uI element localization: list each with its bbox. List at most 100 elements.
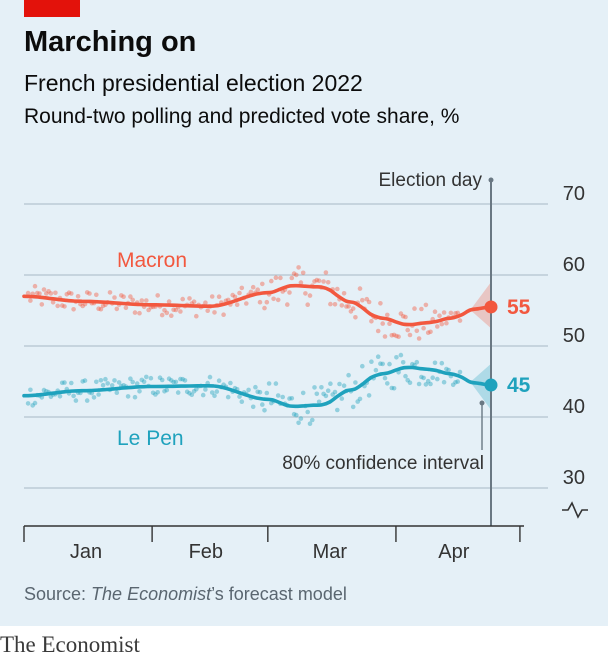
macron-poll-dot — [162, 308, 167, 313]
macron-poll-dot — [346, 304, 351, 309]
x-tick-label-apr: Apr — [438, 541, 469, 563]
macron-poll-dot — [321, 279, 326, 284]
macron-poll-dot — [444, 320, 449, 326]
lepen-poll-dot — [155, 390, 160, 395]
confidence-intervals — [470, 282, 491, 410]
lepen-poll-dot — [91, 395, 97, 400]
macron-poll-dot — [414, 328, 420, 334]
lepen-poll-dot — [109, 383, 115, 388]
lepen-poll-dot — [273, 381, 279, 386]
macron-poll-dot — [291, 271, 297, 276]
lepen-poll-dot — [25, 401, 31, 406]
lepen-poll-dot — [184, 389, 190, 395]
macron-poll-dot — [419, 306, 424, 312]
lepen-poll-dot — [291, 411, 297, 417]
macron-poll-dot — [305, 302, 311, 308]
lepen-poll-dot — [141, 379, 147, 385]
lepen-poll-dot — [375, 354, 381, 360]
lepen-poll-dot — [253, 384, 258, 390]
lepen-poll-dot — [148, 375, 154, 381]
lepen-poll-dot — [439, 360, 445, 366]
macron-poll-dot — [257, 299, 263, 305]
macron-poll-dot — [260, 281, 265, 287]
macron-poll-dot — [55, 303, 60, 309]
macron-poll-dot — [300, 270, 306, 276]
lepen-poll-dot — [316, 399, 322, 405]
macron-poll-dot — [312, 279, 317, 284]
macron-poll-dot — [178, 309, 183, 314]
lepen-poll-dot — [180, 376, 185, 382]
macron-poll-dot — [357, 286, 363, 291]
macron-poll-dot — [396, 334, 401, 340]
macron-poll-dot — [400, 314, 406, 319]
macron-poll-dot — [62, 304, 67, 309]
lepen-poll-dot — [425, 378, 431, 384]
macron-poll-dot — [328, 301, 333, 307]
lepen-poll-dot — [228, 380, 233, 386]
lepen-poll-dot — [98, 378, 104, 383]
lepen-poll-dot — [84, 398, 90, 403]
lepen-poll-dot — [289, 396, 295, 401]
macron-poll-dot — [416, 336, 422, 341]
lepen-poll-dot — [139, 377, 145, 383]
macron-poll-dot — [159, 312, 165, 318]
lepen-poll-dot — [335, 407, 340, 413]
lepen-poll-dot — [130, 379, 135, 385]
lepen-poll-dot — [435, 376, 440, 382]
macron-poll-dot — [137, 310, 142, 316]
macron-poll-dot — [71, 307, 76, 312]
lepen-poll-dot — [175, 390, 181, 395]
lepen-poll-dot — [178, 376, 183, 382]
macron-poll-dot — [180, 296, 185, 302]
macron-poll-dot — [232, 294, 238, 300]
macron-poll-dot — [335, 286, 340, 292]
y-tick-label-50: 50 — [563, 325, 585, 347]
source-italic: The Economist — [91, 584, 212, 604]
macron-poll-dot — [203, 300, 208, 306]
macron-poll-dot — [428, 329, 433, 335]
macron-poll-dot — [244, 301, 249, 306]
lepen-poll-dot — [416, 381, 422, 387]
macron-poll-dot — [169, 313, 174, 319]
lepen-poll-dot — [394, 355, 399, 360]
lepen-poll-dot — [150, 390, 156, 396]
macron-end-label: 55 — [507, 296, 531, 319]
macron-poll-dot — [66, 290, 72, 296]
macron-poll-dot — [96, 306, 101, 312]
axes — [23, 177, 588, 542]
trend-lines — [22, 283, 493, 409]
macron-poll-dot — [403, 314, 408, 320]
macron-poll-dot — [69, 291, 74, 296]
y-tick-label-30: 30 — [563, 467, 585, 489]
macron-poll-dot — [364, 296, 370, 302]
y-tick-label-60: 60 — [563, 254, 585, 276]
lepen-poll-dot — [457, 369, 463, 375]
macron-poll-dot — [25, 290, 31, 296]
macron-poll-dot — [250, 284, 256, 290]
macron-poll-dot — [448, 310, 454, 316]
macron-poll-dot — [325, 280, 331, 285]
macron-poll-dot — [353, 315, 358, 320]
macron-poll-dot — [350, 306, 356, 311]
macron-poll-dot — [385, 312, 390, 318]
lepen-poll-dot — [194, 386, 199, 392]
macron-poll-dot — [366, 299, 372, 305]
lepen-poll-dot — [446, 367, 451, 373]
macron-poll-dot — [64, 292, 70, 297]
macron-poll-dot — [437, 313, 442, 319]
macron-poll-dot — [296, 265, 301, 270]
macron-poll-dot — [389, 333, 395, 338]
lepen-poll-dot — [105, 381, 110, 386]
macron-poll-dot — [171, 307, 176, 313]
ci-annotation-dot — [479, 400, 485, 406]
macron-poll-dot — [128, 294, 133, 299]
lepen-poll-dot — [103, 376, 108, 382]
lepen-poll-dot — [444, 366, 449, 372]
macron-poll-dot — [323, 270, 329, 275]
lepen-poll-dot — [212, 393, 217, 399]
macron-poll-dot — [287, 290, 292, 295]
chart-card: Marching on French presidential election… — [0, 0, 608, 626]
lepen-poll-dot — [294, 412, 299, 418]
macron-poll-dot — [348, 309, 354, 314]
lepen-poll-dot — [382, 375, 388, 381]
